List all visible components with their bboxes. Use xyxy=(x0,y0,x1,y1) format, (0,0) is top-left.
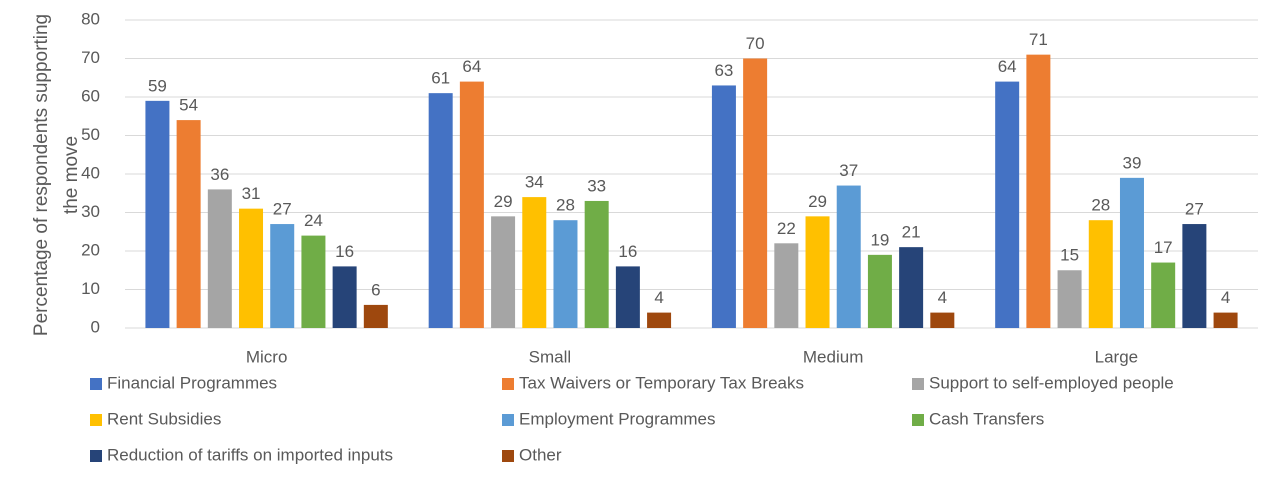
data-label: 29 xyxy=(494,192,513,211)
legend-label: Other xyxy=(519,445,562,464)
legend-label: Rent Subsidies xyxy=(107,409,221,428)
legend-swatch xyxy=(90,414,102,426)
data-label: 54 xyxy=(179,96,198,115)
bar xyxy=(491,216,516,328)
data-label: 17 xyxy=(1154,238,1173,257)
y-tick-label: 40 xyxy=(81,163,100,182)
y-tick-label: 50 xyxy=(81,125,100,144)
bar xyxy=(522,197,547,328)
bar xyxy=(1088,220,1113,328)
data-label: 15 xyxy=(1060,246,1079,265)
bar xyxy=(239,208,264,328)
bar xyxy=(332,266,357,328)
bar xyxy=(615,266,640,328)
data-label: 61 xyxy=(431,69,450,88)
bar xyxy=(805,216,830,328)
legend-label: Reduction of tariffs on imported inputs xyxy=(107,445,393,464)
bar xyxy=(301,235,326,328)
legend-swatch xyxy=(912,378,924,390)
bar xyxy=(428,93,453,329)
y-tick-label: 80 xyxy=(81,9,100,28)
bar xyxy=(145,100,170,328)
data-label: 27 xyxy=(1185,200,1204,219)
x-tick-label: Micro xyxy=(246,347,288,366)
bar xyxy=(774,243,799,328)
legend-swatch xyxy=(502,378,514,390)
data-label: 4 xyxy=(654,288,663,307)
legend-label: Cash Transfers xyxy=(929,409,1044,428)
data-label: 36 xyxy=(210,165,229,184)
bar xyxy=(1182,224,1207,328)
legend-label: Employment Programmes xyxy=(519,409,716,428)
data-label: 71 xyxy=(1029,30,1048,49)
x-tick-label: Small xyxy=(529,347,572,366)
data-label: 16 xyxy=(335,242,354,261)
data-label: 22 xyxy=(777,219,796,238)
y-tick-label: 60 xyxy=(81,86,100,105)
legend-swatch xyxy=(90,450,102,462)
bar xyxy=(176,120,201,328)
data-label: 28 xyxy=(1091,196,1110,215)
data-label: 21 xyxy=(902,223,921,242)
legend-label: Financial Programmes xyxy=(107,373,277,392)
bar xyxy=(995,81,1020,328)
y-tick-label: 0 xyxy=(91,317,100,336)
data-label: 63 xyxy=(714,61,733,80)
data-label: 34 xyxy=(525,173,544,192)
bar xyxy=(1119,177,1144,328)
x-tick-label: Medium xyxy=(803,347,863,366)
legend-swatch xyxy=(502,414,514,426)
bar xyxy=(584,200,609,328)
y-axis-title-line: Percentage of respondents supporting xyxy=(31,14,52,336)
y-tick-label: 20 xyxy=(81,240,100,259)
bar xyxy=(1026,54,1051,329)
legend-swatch xyxy=(502,450,514,462)
y-tick-label: 70 xyxy=(81,48,100,67)
bar xyxy=(836,185,861,328)
bar xyxy=(459,81,484,328)
data-label: 64 xyxy=(462,57,481,76)
bar xyxy=(270,224,295,328)
data-label: 27 xyxy=(273,200,292,219)
bar xyxy=(1057,270,1082,328)
bar xyxy=(553,220,578,328)
y-axis-title-line: the move xyxy=(61,136,82,214)
legend-swatch xyxy=(912,414,924,426)
data-label: 4 xyxy=(938,288,947,307)
x-tick-label: Large xyxy=(1095,347,1138,366)
data-label: 16 xyxy=(618,242,637,261)
data-label: 29 xyxy=(808,192,827,211)
bar xyxy=(207,189,232,328)
data-label: 37 xyxy=(839,161,858,180)
bar xyxy=(867,254,892,328)
legend-swatch xyxy=(90,378,102,390)
legend-label: Support to self-employed people xyxy=(929,373,1174,392)
data-label: 31 xyxy=(242,184,261,203)
bar xyxy=(647,312,672,328)
bar xyxy=(363,304,388,328)
data-label: 70 xyxy=(746,34,765,53)
bar xyxy=(711,85,736,328)
data-label: 59 xyxy=(148,76,167,95)
legend-label: Tax Waivers or Temporary Tax Breaks xyxy=(519,373,804,392)
data-label: 4 xyxy=(1221,288,1230,307)
bar xyxy=(899,247,924,328)
data-label: 33 xyxy=(587,176,606,195)
data-label: 24 xyxy=(304,211,323,230)
data-label: 19 xyxy=(870,230,889,249)
bar xyxy=(930,312,955,328)
data-label: 39 xyxy=(1123,153,1142,172)
y-axis-title: Percentage of respondents supporting the… xyxy=(31,14,82,336)
data-label: 28 xyxy=(556,196,575,215)
y-tick-label: 30 xyxy=(81,202,100,221)
bar xyxy=(1151,262,1176,328)
bar xyxy=(743,58,768,328)
data-label: 64 xyxy=(998,57,1017,76)
data-label: 6 xyxy=(371,280,380,299)
bar xyxy=(1213,312,1238,328)
y-tick-label: 10 xyxy=(81,279,100,298)
